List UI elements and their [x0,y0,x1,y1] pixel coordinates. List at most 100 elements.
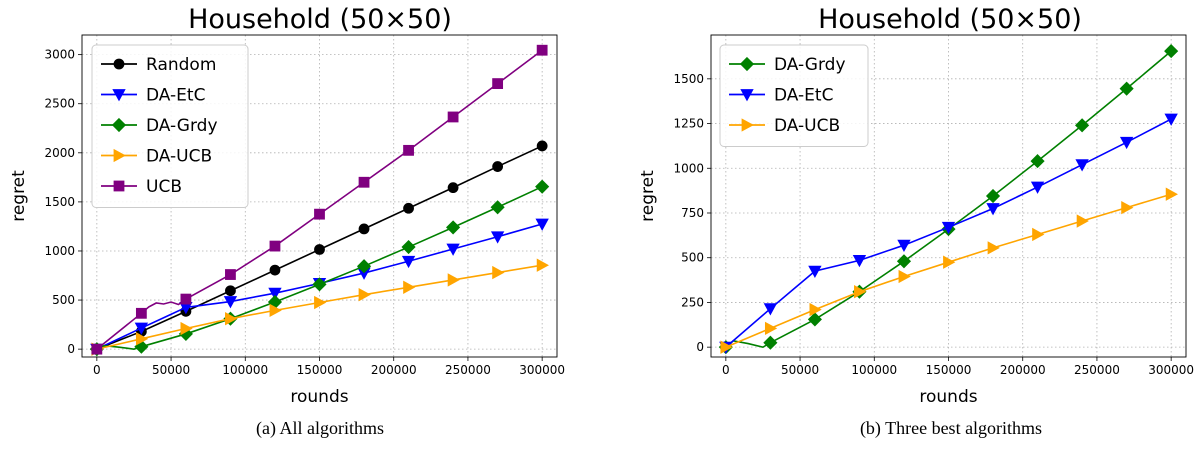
x-tick-label: 300000 [1148,363,1194,377]
data-point [314,208,325,220]
data-point [896,254,912,269]
data-point [358,287,371,302]
legend-entry: DA-Grdy [729,55,846,75]
legend-marker [113,58,125,70]
ticks: 0 50000 100000 150000 200000 250000 300000 0 250… [673,72,1194,377]
chart-all-algorithms: 0 50000 100000 150000 200000 250000 300000 0 500… [9,4,565,439]
x-axis-label: rounds [290,387,348,407]
data-point [403,280,416,294]
data-point [943,255,956,269]
data-point [898,269,911,284]
data-point [809,302,822,317]
legend-label: Random [146,55,216,75]
y-tick-label: 500 [681,251,704,265]
x-tick-label: 0 [722,363,730,377]
data-point [358,223,370,235]
data-point [447,273,460,287]
x-tick-label: 150000 [297,363,343,377]
data-point [314,295,327,310]
x-tick-label: 250000 [1074,363,1120,377]
data-point [1164,113,1178,126]
data-point [492,265,505,280]
data-point [1075,118,1090,133]
ticks: 0 50000 100000 150000 200000 250000 300000 0 500… [44,48,565,377]
data-point [403,144,414,156]
data-point [852,254,867,268]
x-tick-label: 100000 [851,363,897,377]
legend-entry: DA-UCB [101,147,212,167]
legend-entry: DA-UCB [729,116,840,136]
legend-entry: UCB [101,177,182,197]
series-line [96,185,543,350]
data-point [1076,214,1089,228]
legend-label: DA-EtC [146,86,205,106]
data-point [808,265,822,278]
y-tick-label: 0 [67,342,75,356]
data-point [1119,136,1134,150]
x-tick-label: 50000 [781,363,819,377]
data-point [941,221,956,235]
legend-label: DA-Grdy [774,55,846,75]
legend-marker [740,89,754,102]
legend-label: DA-EtC [774,86,833,106]
legend: DA-Grdy DA-EtC DA-UCB [719,44,869,147]
legend-label: DA-UCB [146,147,212,167]
figure-caption: (a) All algorithms [256,418,384,439]
legend-entry: Random [101,55,216,75]
data-point [1164,44,1179,59]
x-tick-label: 200000 [1000,363,1046,377]
y-tick-label: 1500 [44,195,75,209]
data-point [180,321,193,336]
data-point [1030,181,1045,194]
data-point [446,243,460,256]
data-point [225,312,238,326]
data-point [312,277,327,292]
y-tick-label: 1000 [673,161,704,175]
x-tick-label: 100000 [222,363,268,377]
data-point [314,244,325,255]
data-point [447,111,459,123]
y-tick-label: 0 [696,340,704,354]
data-point [536,44,548,56]
legend-label: DA-Grdy [146,116,218,136]
data-point [269,240,281,252]
legend-entry: DA-EtC [101,86,205,106]
x-tick-label: 200000 [371,363,417,377]
legend-marker [113,148,126,163]
data-point [987,241,1000,255]
y-tick-label: 750 [681,206,704,220]
series-line [96,49,543,350]
series-line [725,118,1172,348]
data-point [135,307,147,319]
data-point [225,285,236,297]
chart-title: Household (50×50) [818,4,1082,35]
data-point [225,269,236,280]
data-point [763,303,778,316]
figure-caption: (b) Three best algorithms [860,418,1042,439]
series-ucb [91,44,548,355]
data-point [854,285,867,299]
data-point [269,303,282,318]
legend-marker [112,89,126,102]
data-point [356,259,372,274]
data-point [490,231,505,244]
data-point [269,264,281,276]
x-tick-label: 150000 [926,363,972,377]
y-axis-label: regret [9,170,29,222]
y-tick-label: 2000 [44,146,75,160]
legend-box [719,44,869,147]
data-point [1032,227,1045,242]
series-line [96,223,543,350]
y-tick-label: 500 [52,293,75,307]
data-point [492,161,504,172]
x-tick-label: 250000 [445,363,491,377]
legend-marker [111,117,127,133]
data-point [1165,187,1178,201]
legend-label: DA-UCB [774,116,840,136]
legend-box [91,44,249,208]
data-point [268,287,282,301]
data-point [763,335,778,350]
data-point [358,176,370,188]
data-point [492,78,504,89]
